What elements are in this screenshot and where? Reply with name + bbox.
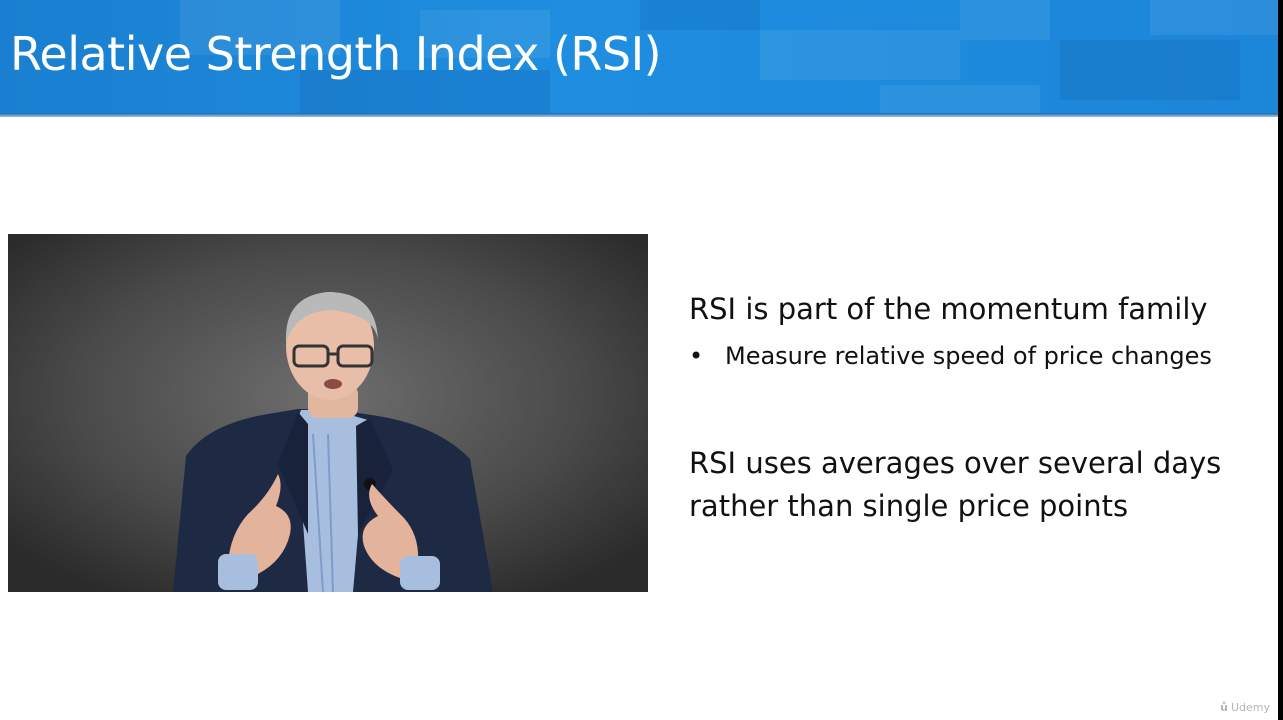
watermark-text: Udemy	[1230, 701, 1270, 714]
udemy-logo-icon: ů	[1220, 701, 1228, 714]
sub-bullet-text: Measure relative speed of price changes	[725, 342, 1212, 370]
slide-header: Relative Strength Index (RSI)	[0, 0, 1278, 113]
presenter-image	[8, 234, 648, 592]
presenter-video	[8, 234, 648, 592]
udemy-watermark: ů Udemy	[1220, 701, 1270, 714]
bullet-marker: •	[689, 342, 704, 370]
header-divider	[0, 113, 1278, 117]
slide-title: Relative Strength Index (RSI)	[10, 27, 662, 81]
bullet-averages: RSI uses averages over several days rath…	[689, 446, 1222, 523]
bullet-momentum: RSI is part of the momentum family	[689, 292, 1208, 326]
